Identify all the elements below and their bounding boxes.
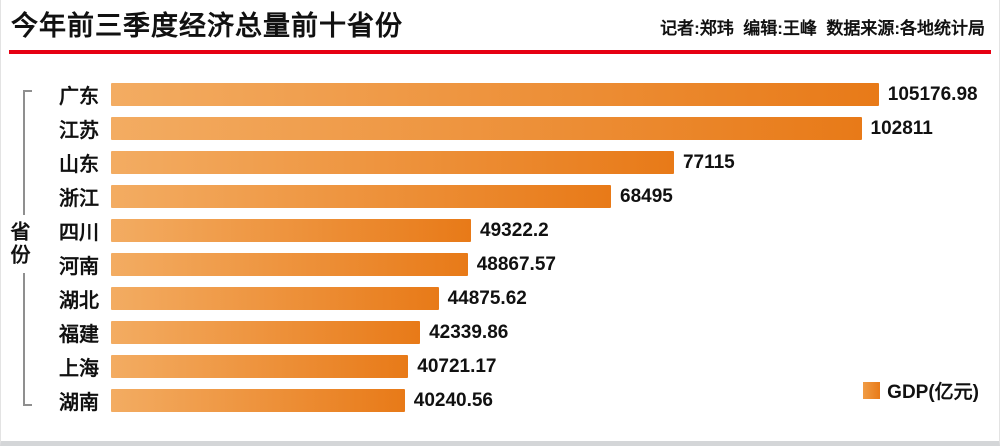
province-label: 湖南	[59, 392, 99, 415]
value-label: 105176.98	[887, 83, 978, 105]
legend-swatch-icon	[863, 381, 881, 399]
value-label: 49322.2	[480, 219, 549, 241]
value-label: 48867.57	[476, 253, 556, 275]
bar-row: 福建 42339.86	[33, 316, 987, 350]
value-label: 102811	[870, 117, 933, 139]
province-label: 江苏	[59, 120, 99, 143]
gdp-bar	[111, 287, 439, 311]
legend: GDP(亿元)	[863, 377, 979, 404]
province-label: 山东	[59, 154, 99, 177]
credits-text: 记者:郑玮 编辑:王峰 数据来源:各地统计局	[660, 18, 985, 38]
value-label: 44875.62	[447, 287, 527, 309]
province-label: 河南	[59, 256, 99, 279]
bar-row: 四川 49322.2	[33, 214, 987, 248]
province-label: 上海	[59, 358, 99, 381]
bar-track: 77115	[111, 151, 987, 175]
bar-track: 48867.57	[111, 253, 987, 277]
bar-row: 江苏 102811	[33, 112, 987, 146]
value-label: 40721.17	[417, 355, 497, 377]
legend-label: GDP(亿元)	[887, 381, 979, 403]
gdp-bar	[111, 117, 862, 141]
value-label: 42339.86	[429, 321, 509, 343]
bar-track: 68495	[111, 185, 987, 209]
bar-row: 山东 77115	[33, 146, 987, 180]
value-label: 40240.56	[413, 389, 493, 411]
bar-row: 河南 48867.57	[33, 248, 987, 282]
province-label: 广东	[59, 86, 99, 109]
bar-track: 40721.17	[111, 355, 987, 379]
bar-row: 上海 40721.17	[33, 350, 987, 384]
province-label: 福建	[59, 324, 99, 347]
gdp-bar	[111, 253, 468, 277]
province-label: 四川	[59, 222, 99, 245]
bar-row: 广东 105176.98	[33, 78, 987, 112]
province-label: 浙江	[59, 188, 99, 211]
bar-row: 湖南 40240.56	[33, 384, 987, 418]
bar-track: 42339.86	[111, 321, 987, 345]
bar-row: 湖北 44875.62	[33, 282, 987, 316]
gdp-bar	[111, 321, 421, 345]
bar-track: 105176.98	[111, 83, 987, 107]
value-label: 68495	[620, 185, 673, 207]
value-label: 77115	[682, 151, 735, 173]
gdp-bar	[111, 151, 674, 175]
header: 今年前三季度经济总量前十省份 记者:郑玮 编辑:王峰 数据来源:各地统计局	[1, 0, 999, 48]
bar-row: 浙江 68495	[33, 180, 987, 214]
gdp-bar	[111, 219, 472, 243]
bar-track: 102811	[111, 117, 987, 141]
gdp-bar	[111, 355, 409, 379]
gdp-bar	[111, 389, 405, 413]
title-underline	[9, 49, 991, 54]
bar-track: 49322.2	[111, 219, 987, 243]
gdp-bar	[111, 83, 879, 107]
bar-chart: 省份 广东 105176.98 江苏 102811 山东 77115 浙江 68495 四川 49…	[1, 58, 999, 430]
gdp-bar	[111, 185, 611, 209]
y-axis-label: 省份	[4, 214, 33, 273]
bar-track: 40240.56	[111, 389, 987, 413]
bar-rows: 广东 105176.98 江苏 102811 山东 77115 浙江 68495 四川 49322…	[33, 78, 987, 418]
page-title: 今年前三季度经济总量前十省份	[11, 11, 403, 41]
province-label: 湖北	[59, 290, 99, 313]
bar-track: 44875.62	[111, 287, 987, 311]
